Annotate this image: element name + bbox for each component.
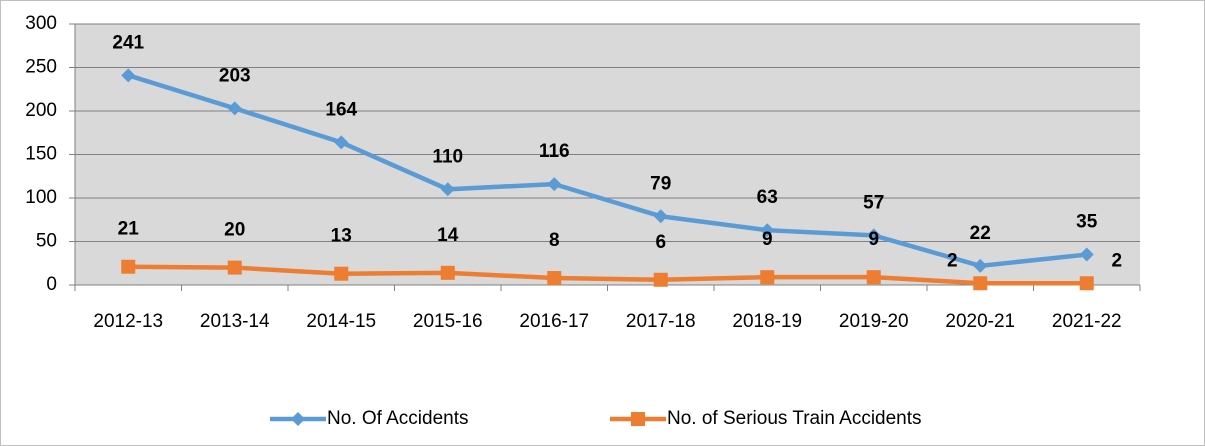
x-tick-label: 2014-15 [306,311,376,332]
data-point [760,223,775,238]
data-label: 2 [947,250,958,271]
data-label: 57 [863,192,884,213]
data-label: 116 [539,141,570,162]
data-label: 13 [331,226,352,247]
legend-marker [291,412,305,426]
data-point [973,258,988,273]
data-point [334,135,349,150]
x-tick-label: 2015-16 [413,311,483,332]
data-label: 241 [112,32,144,53]
x-tick-label: 2017-18 [626,311,696,332]
data-point [121,68,136,83]
legend-marker [631,412,645,426]
x-tick-label: 2019-20 [839,311,909,332]
x-tick-label: 2016-17 [519,311,589,332]
y-tick-label: 300 [25,13,57,34]
data-label: 21 [118,219,140,240]
data-label: 2 [1111,250,1122,271]
data-label: 79 [650,173,671,194]
series-line [128,264,1087,286]
data-label: 35 [1076,212,1098,233]
x-tick-label: 2020-21 [945,311,1015,332]
x-tick-label: 2021-22 [1052,311,1122,332]
data-label: 63 [757,187,778,208]
data-label: 164 [325,99,357,120]
legend-label: No. of Serious Train Accidents [667,408,922,429]
x-tick-label: 2018-19 [732,311,802,332]
y-tick-label: 50 [36,231,57,252]
data-point [866,228,881,243]
data-label: 14 [437,225,459,246]
data-label: 9 [762,229,773,250]
y-tick-label: 200 [25,100,57,121]
data-point [547,271,562,286]
data-point [121,259,136,274]
data-point [227,260,242,275]
data-label: 9 [868,229,879,250]
x-tick-label: 2012-13 [93,311,163,332]
data-label: 203 [219,65,251,86]
data-point [440,265,455,280]
legend-label: No. Of Accidents [327,408,469,429]
data-point [973,276,988,291]
data-point [1079,276,1094,291]
data-point [653,209,668,224]
data-label: 20 [224,220,245,241]
x-tick-label: 2013-14 [200,311,270,332]
y-tick-label: 150 [25,144,57,165]
y-tick-label: 0 [46,274,57,295]
series-line [127,73,1087,269]
data-label: 110 [432,146,463,167]
y-tick-label: 100 [25,187,57,208]
data-label: 8 [549,230,560,251]
data-point [334,266,349,281]
y-tick-label: 250 [25,57,57,78]
data-point [547,177,562,192]
data-point [760,270,775,285]
data-point [440,182,455,197]
data-label: 22 [970,223,991,244]
data-point [1079,247,1094,262]
data-label: 6 [655,232,666,253]
data-point [653,272,668,287]
data-point [227,101,242,116]
data-point [866,270,881,285]
